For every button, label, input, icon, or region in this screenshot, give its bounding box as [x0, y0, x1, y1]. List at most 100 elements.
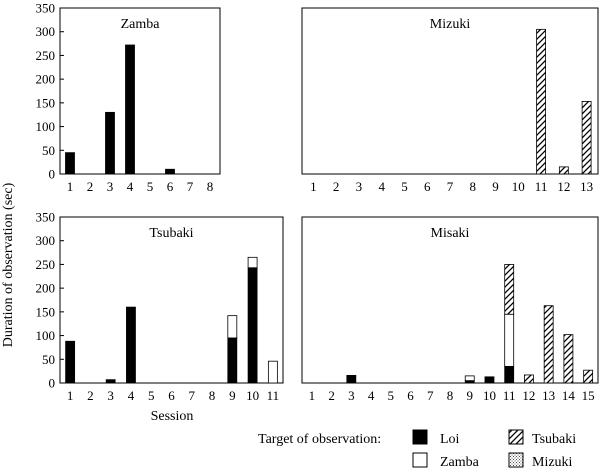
- panel-zamba: 0 50 100 150 200 250 300 350 1 2 3 4 5 6 7 8 Zamba: [36, 1, 221, 194]
- plot-frame: [59, 7, 221, 175]
- x-tick-label: 9: [492, 179, 499, 194]
- x-tick-label: 11: [503, 388, 516, 403]
- x-tick-label: 7: [447, 179, 454, 194]
- plot-frame: [301, 7, 599, 175]
- panel-title: Mizuki: [430, 17, 471, 32]
- bar-tsubaki-session-12: [524, 374, 534, 384]
- bar-tsubaki-session-14: [563, 334, 574, 384]
- x-tick-label: 14: [562, 388, 576, 403]
- plot-frame: [301, 216, 599, 384]
- y-axis-label: Duration of observation (sec): [1, 182, 16, 347]
- bar-zamba-session-9: [464, 375, 475, 382]
- x-tick-label: 1: [310, 179, 317, 194]
- x-tick-label: 7: [189, 388, 196, 403]
- x-tick-label: 3: [356, 179, 363, 194]
- x-tick-label: 9: [229, 388, 236, 403]
- legend-swatch-loi: [412, 429, 428, 445]
- x-tick-label: 6: [424, 179, 431, 194]
- y-tick-label: 50: [42, 143, 55, 158]
- bar-loi-session-3: [105, 111, 115, 175]
- x-tick-label: 11: [535, 179, 548, 194]
- bar-tsubaki-session-11: [504, 264, 515, 315]
- legend-swatch-tsubaki: [508, 429, 524, 445]
- y-tick-label: 50: [42, 352, 55, 367]
- x-tick-label: 4: [368, 388, 375, 403]
- y-tick-label: 350: [36, 210, 56, 225]
- y-tick-label: 100: [36, 119, 56, 134]
- bar-loi-session-6: [165, 168, 175, 175]
- legend: Target of observation: Loi Zamba Tsubaki…: [258, 429, 576, 470]
- y-tick-label: 250: [36, 257, 56, 272]
- x-tick-label: 5: [401, 179, 408, 194]
- bar-tsubaki-session-12: [558, 166, 569, 175]
- x-tick-label: 1: [309, 388, 316, 403]
- x-tick-label: 1: [67, 179, 74, 194]
- bar-loi-session-11: [504, 365, 515, 384]
- x-tick-label: 1: [67, 388, 74, 403]
- panel-title: Zamba: [121, 17, 161, 32]
- legend-swatch-zamba: [412, 452, 428, 468]
- legend-swatch-mizuki: [508, 452, 524, 468]
- x-tick-label: 10: [246, 388, 259, 403]
- x-tick-label: 11: [267, 388, 280, 403]
- bar-loi-session-4: [125, 44, 135, 175]
- bar-loi-session-1: [65, 152, 75, 175]
- x-tick-label: 8: [207, 179, 214, 194]
- y-tick-label: 350: [36, 1, 56, 16]
- legend-label-tsubaki: Tsubaki: [532, 432, 576, 447]
- bar-loi-session-3: [346, 375, 357, 384]
- x-tick-label: 6: [167, 179, 174, 194]
- x-tick-label: 2: [87, 388, 94, 403]
- x-tick-label: 6: [407, 388, 414, 403]
- x-tick-label: 5: [148, 388, 155, 403]
- y-tick-label: 300: [36, 24, 56, 39]
- y-tick-label: 100: [36, 328, 56, 343]
- x-tick-label: 12: [522, 388, 535, 403]
- x-tick-label: 15: [582, 388, 595, 403]
- x-tick-label: 3: [348, 388, 355, 403]
- bar-loi-session-1: [65, 340, 76, 384]
- y-tick-label: 150: [36, 95, 56, 110]
- y-tick-label: 200: [36, 72, 56, 87]
- x-tick-label: 13: [542, 388, 555, 403]
- x-tick-label: 13: [580, 179, 593, 194]
- legend-title: Target of observation:: [258, 432, 381, 447]
- panel-title: Tsubaki: [149, 226, 193, 241]
- x-tick-label: 2: [328, 388, 335, 403]
- panel-tsubaki: 0 50 100 150 200 250 300 350 1 2 3 4 5 6 7 8 9 10 11 Tsubak…: [36, 210, 284, 403]
- x-tick-label: 5: [147, 179, 154, 194]
- legend-label-zamba: Zamba: [440, 455, 480, 470]
- x-tick-label: 8: [470, 179, 477, 194]
- x-tick-label: 4: [128, 388, 135, 403]
- x-tick-label: 3: [107, 388, 114, 403]
- x-tick-label: 7: [427, 388, 434, 403]
- bar-tsubaki-session-11: [536, 28, 546, 175]
- bar-zamba-session-11: [267, 360, 278, 384]
- x-tick-label: 4: [127, 179, 134, 194]
- bar-tsubaki-session-13: [543, 305, 554, 384]
- x-axis-label: Session: [151, 409, 194, 424]
- legend-label-loi: Loi: [440, 432, 460, 447]
- panel-title: Misaki: [431, 226, 470, 241]
- bar-loi-session-9: [227, 337, 238, 384]
- x-tick-label: 9: [466, 388, 473, 403]
- legend-label-mizuki: Mizuki: [532, 455, 573, 470]
- x-tick-label: 10: [512, 179, 525, 194]
- bar-tsubaki-session-13: [581, 101, 592, 175]
- x-tick-label: 3: [107, 179, 114, 194]
- x-tick-label: 2: [333, 179, 340, 194]
- y-tick-label: 300: [36, 233, 56, 248]
- x-tick-label: 12: [557, 179, 570, 194]
- x-tick-label: 8: [209, 388, 216, 403]
- bar-tsubaki-session-15: [583, 369, 594, 384]
- x-tick-label: 5: [388, 388, 395, 403]
- x-tick-label: 10: [483, 388, 496, 403]
- y-tick-label: 150: [36, 304, 56, 319]
- x-tick-label: 2: [87, 179, 94, 194]
- y-tick-label: 250: [36, 48, 56, 63]
- x-tick-label: 7: [187, 179, 194, 194]
- y-tick-label: 200: [36, 281, 56, 296]
